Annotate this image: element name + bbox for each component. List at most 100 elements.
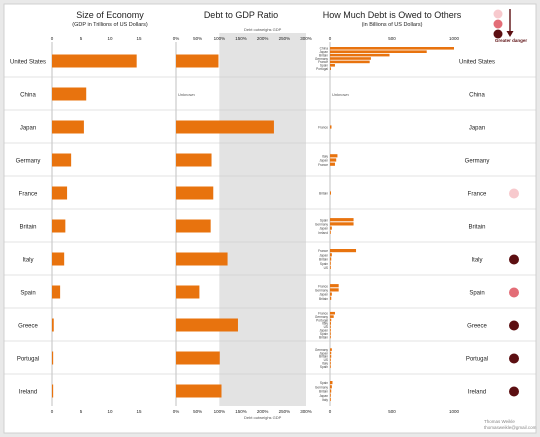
debt-tick-label-bottom: 100% (214, 409, 226, 414)
debt-tick-label-top: 100% (214, 36, 226, 41)
debt-tick-label-top: 300% (300, 36, 312, 41)
debt-bar (176, 384, 222, 398)
owed-item-label: US (324, 266, 328, 270)
economy-bar (52, 384, 54, 398)
owed-tick-label-bottom: 0 (329, 409, 332, 414)
danger-legend-circle (493, 9, 503, 19)
economy-title: Size of Economy (76, 10, 144, 20)
owed-bar (330, 249, 357, 253)
owed-item-label: Britain (319, 192, 328, 196)
danger-legend-circle (493, 19, 503, 29)
country-label-right: Greece (467, 324, 487, 330)
owed-bar (330, 315, 334, 318)
debt-bar (176, 318, 238, 332)
owed-bar (330, 50, 427, 53)
debt-tick-label-bottom: 250% (279, 409, 291, 414)
owed-item-label: Germany (315, 223, 329, 227)
owed-bar (330, 191, 331, 195)
danger-circle (509, 386, 519, 397)
owed-bar (330, 292, 332, 296)
economy-tick-label-top: 15 (136, 36, 142, 41)
owed-item-label: France (318, 163, 328, 167)
owed-item-label: Britain (319, 355, 328, 359)
economy-bar (52, 351, 54, 365)
economy-bar (52, 285, 61, 299)
debt-bar (176, 153, 212, 167)
owed-item-label: Spain (320, 262, 328, 266)
owed-item-label: Spain (320, 64, 328, 68)
economy-bar (52, 318, 54, 332)
economy-bar (52, 87, 87, 101)
owed-item-label: Japan (319, 50, 328, 54)
debt-bar (176, 54, 219, 68)
economy-bar (52, 186, 68, 200)
economy-tick-label-top: 0 (51, 36, 54, 41)
debt-tick-label-top: 150% (235, 36, 247, 41)
owed-item-label: Portugal (316, 318, 328, 322)
owed-bar (330, 158, 337, 162)
owed-item-label: Britain (319, 258, 328, 262)
country-label-right: Germany (465, 159, 490, 165)
country-label-right: Britain (468, 225, 485, 231)
owed-item-label: Japan (319, 253, 328, 257)
owed-item-label: Ireland (318, 231, 328, 235)
owed-bar (330, 318, 332, 322)
owed-item-label: Germany (315, 348, 329, 352)
country-label-left: Spain (20, 291, 35, 297)
debt-unknown-label: Unknown (178, 92, 195, 97)
debt-tick-label-bottom: 50% (193, 409, 202, 414)
economy-bar (52, 54, 137, 68)
credit-name: Thomas Weikle (484, 419, 515, 424)
economy-tick-label-top: 10 (107, 36, 113, 41)
owed-bar (330, 47, 454, 50)
economy-tick-label-bottom: 5 (80, 409, 83, 414)
danger-circle (509, 353, 519, 364)
debt-title: Debt to GDP Ratio (204, 10, 278, 20)
owed-bar (330, 296, 332, 300)
country-label-left: United States (10, 60, 46, 66)
debt-bar (176, 219, 211, 233)
owed-bar (330, 288, 339, 292)
owed-item-label: Japan (319, 351, 328, 355)
country-label-right: Ireland (468, 390, 486, 396)
owed-bar (330, 355, 332, 358)
owed-item-label: Portugal (316, 67, 328, 71)
owed-item-label: Japan (319, 293, 328, 297)
country-label-left: France (19, 192, 38, 198)
owed-bar (330, 322, 331, 325)
owed-item-label: Britain (319, 297, 328, 301)
owed-tick-label-top: 1000 (449, 36, 460, 41)
danger-legend-circle (493, 29, 503, 39)
debt-tick-label-bottom: 0% (173, 409, 180, 414)
debt-outweighs-band (219, 33, 306, 406)
owed-item-label: France (318, 60, 328, 64)
owed-bar (330, 389, 332, 393)
country-label-left: Italy (22, 258, 33, 264)
economy-bar (52, 219, 66, 233)
owed-item-label: Italy (322, 398, 328, 402)
country-label-right: United States (459, 60, 495, 66)
country-label-left: Greece (18, 324, 38, 330)
owed-item-label: Britain (319, 53, 328, 57)
owed-bar (330, 230, 331, 234)
owed-bar (330, 348, 332, 351)
owed-bar (330, 253, 332, 257)
owed-bar (330, 335, 331, 339)
debt-tick-label-top: 0% (173, 36, 180, 41)
owed-bar (330, 222, 354, 226)
band-label-top: Debt outweighs GDP (244, 27, 282, 32)
owed-bar (330, 125, 332, 129)
debt-tick-label-bottom: 200% (257, 409, 269, 414)
owed-bar (330, 226, 332, 230)
owed-item-label: Spain (320, 365, 328, 369)
owed-title: How Much Debt is Owed to Others (323, 10, 462, 20)
band-label-bottom: Debt outweighs GDP (244, 415, 282, 420)
credit-email: thomasweikle@gmail.com (484, 425, 537, 430)
economy-bar (52, 120, 84, 134)
owed-bar (330, 361, 331, 365)
economy-tick-label-top: 5 (80, 36, 83, 41)
economy-tick-label-bottom: 0 (51, 409, 54, 414)
debt-tick-label-top: 200% (257, 36, 269, 41)
